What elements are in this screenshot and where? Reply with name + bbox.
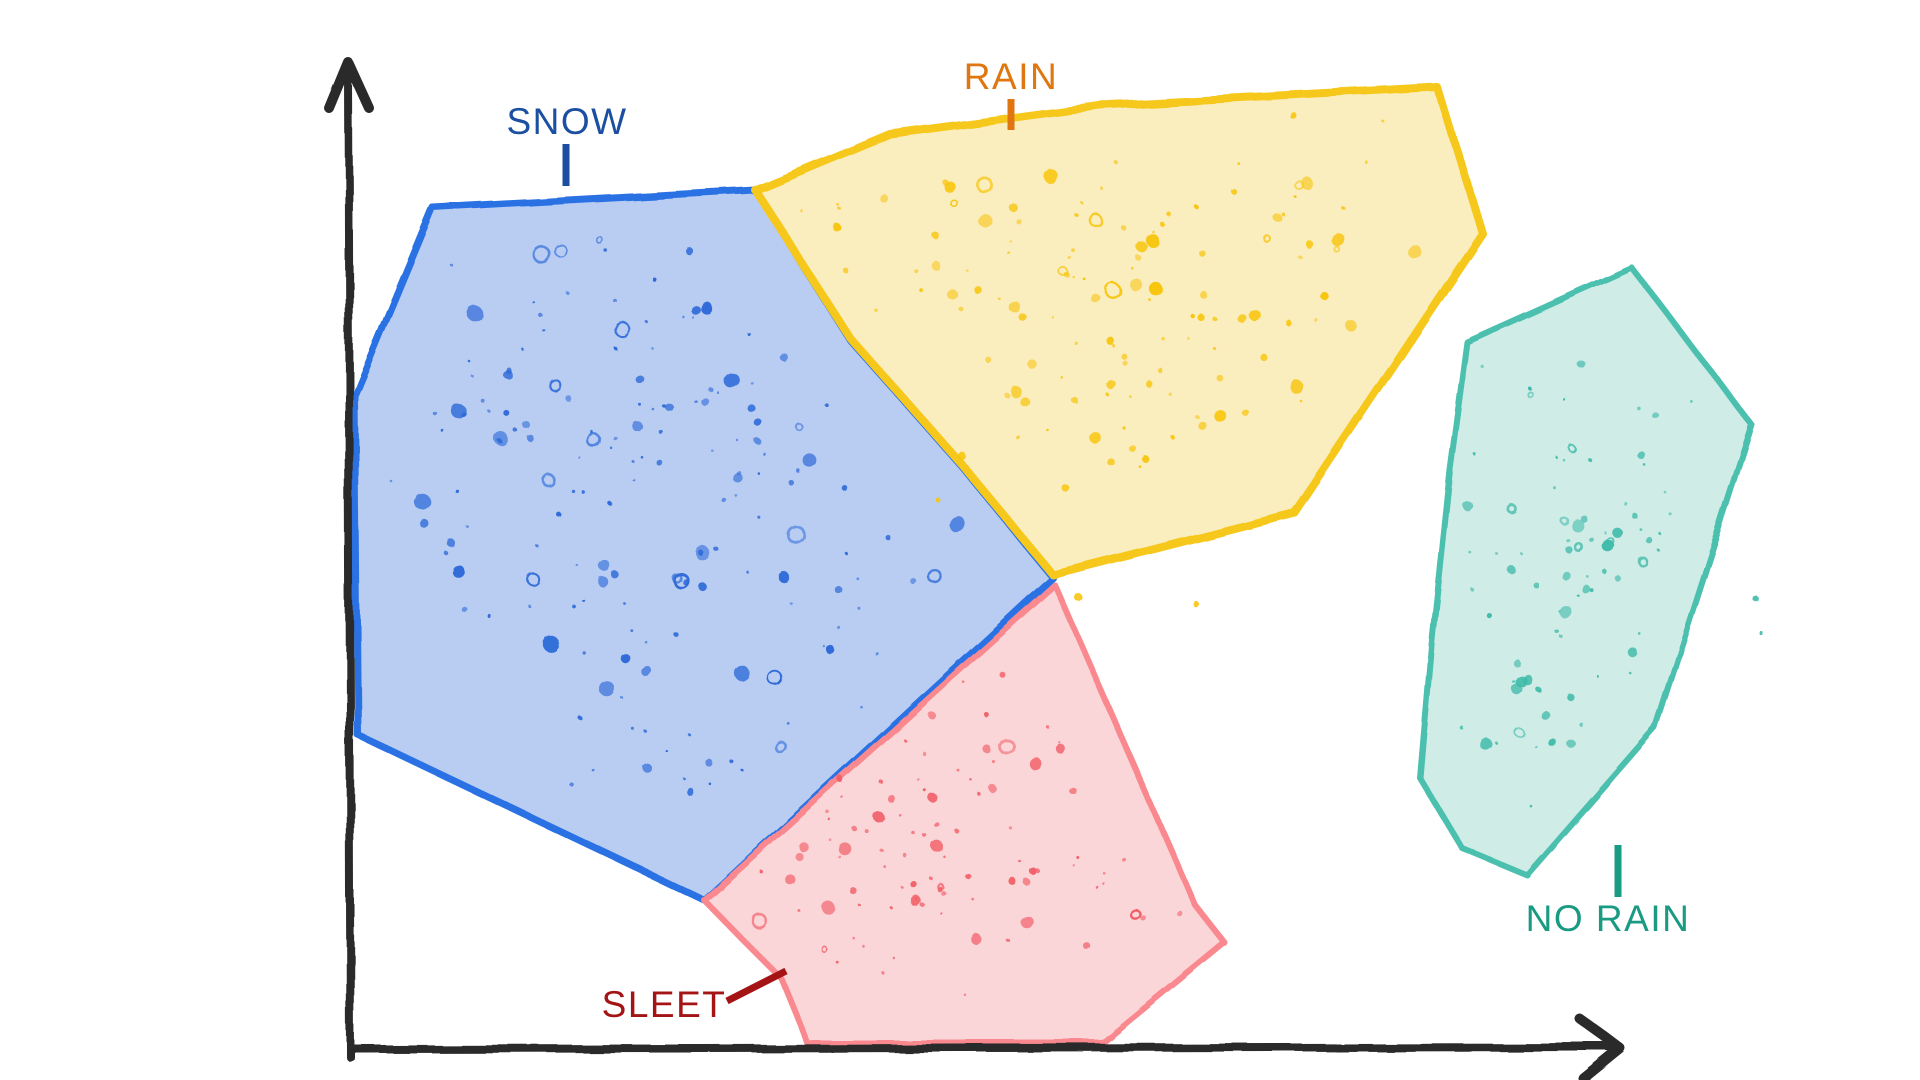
cluster-label-sleet: SLEET [601, 984, 727, 1025]
label-pointer-lines [562, 99, 1622, 1005]
cluster-label-no-rain: NO RAIN [1525, 898, 1691, 939]
scatter-dots [389, 111, 1763, 998]
axes [324, 57, 1625, 1080]
cluster-label-snow: SNOW [506, 101, 628, 142]
cluster-label-rain: RAIN [963, 56, 1059, 97]
cluster-regions [351, 84, 1755, 1046]
